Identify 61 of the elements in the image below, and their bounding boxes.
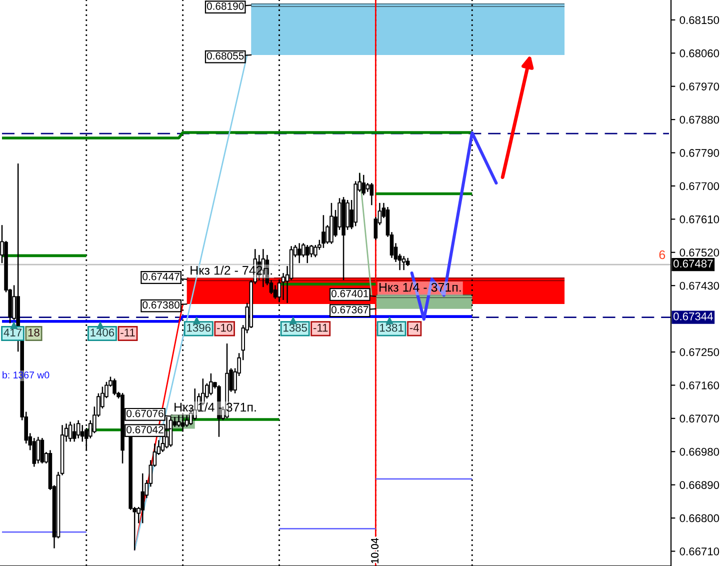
annotation: 0.67042 [126, 426, 164, 434]
y-tick-label: 0.66890 [680, 481, 720, 489]
candlestick [68, 421, 72, 442]
candlestick [402, 255, 406, 271]
candlestick [297, 242, 302, 264]
y-tick-label: 0.67880 [680, 116, 720, 124]
annotation: 0.67380 [142, 301, 180, 309]
y-tick-label: 0.67970 [680, 82, 720, 90]
candlestick [140, 472, 145, 524]
annotation: Нкз 1/2 - 742п. [190, 266, 272, 275]
y-tick-label: 0.66800 [680, 514, 720, 522]
candlestick [314, 244, 318, 258]
y-tick-label: 0.67790 [680, 149, 720, 157]
candlestick [370, 182, 374, 206]
y-tick-label: 0.67160 [680, 381, 720, 390]
annotation: 417 [4, 328, 22, 336]
annotation: 0.68190 [206, 2, 244, 10]
candlestick [180, 412, 185, 432]
annotation: -11 [313, 324, 328, 332]
candlestick [32, 437, 36, 468]
candlestick [322, 214, 326, 249]
x-tick-label: 10.04 [371, 538, 378, 564]
annotation: 18 [28, 328, 40, 336]
candlestick [112, 378, 116, 396]
candlestick [192, 388, 197, 421]
y-tick-label: 0.67250 [680, 348, 720, 356]
ref-line-label: 0.67344 [674, 312, 713, 320]
annotation: 1396 [187, 324, 211, 332]
candlestick [305, 244, 310, 264]
annotation: 1381 [380, 324, 404, 332]
candlestick [80, 424, 84, 442]
annotation: Нкз 1/4 - 371п. [379, 282, 461, 292]
y-tick-label: 0.66710 [680, 548, 720, 556]
annotation: 0.67401 [331, 290, 368, 298]
annotation: -4 [410, 324, 419, 332]
candlestick [209, 372, 213, 396]
candlestick [36, 436, 40, 464]
annotation: 0.67447 [142, 272, 180, 280]
annotation: -11 [120, 328, 135, 336]
annotation: 1406 [90, 328, 114, 336]
y-tick-label: 0.68150 [680, 16, 720, 24]
annotation: 0.68055 [206, 52, 244, 60]
candlestick [76, 420, 80, 439]
annotation: 0.67367 [331, 306, 368, 314]
candlestick [40, 437, 44, 464]
y-tick-label: 0.66980 [680, 448, 720, 456]
y-tick-label: 0.67700 [680, 182, 720, 190]
y-tick-label: 0.67070 [680, 414, 720, 423]
annotation: -10 [217, 324, 232, 332]
candlestick [362, 174, 366, 196]
y-tick-label: 0.67520 [680, 248, 720, 257]
candlestick [72, 422, 76, 442]
annotation: 0.67076 [126, 410, 164, 418]
annotation: 6 [659, 250, 666, 260]
y-tick-label: 0.68060 [680, 49, 720, 58]
candlestick [176, 414, 181, 428]
y-tick-label: 0.67430 [680, 282, 720, 290]
y-tick-label: 0.67610 [680, 215, 720, 224]
ref-line-label: 0.67487 [674, 260, 713, 268]
annotation: 1385 [284, 324, 307, 332]
annotation: Нкз 1/4 - 371п. [174, 402, 256, 412]
